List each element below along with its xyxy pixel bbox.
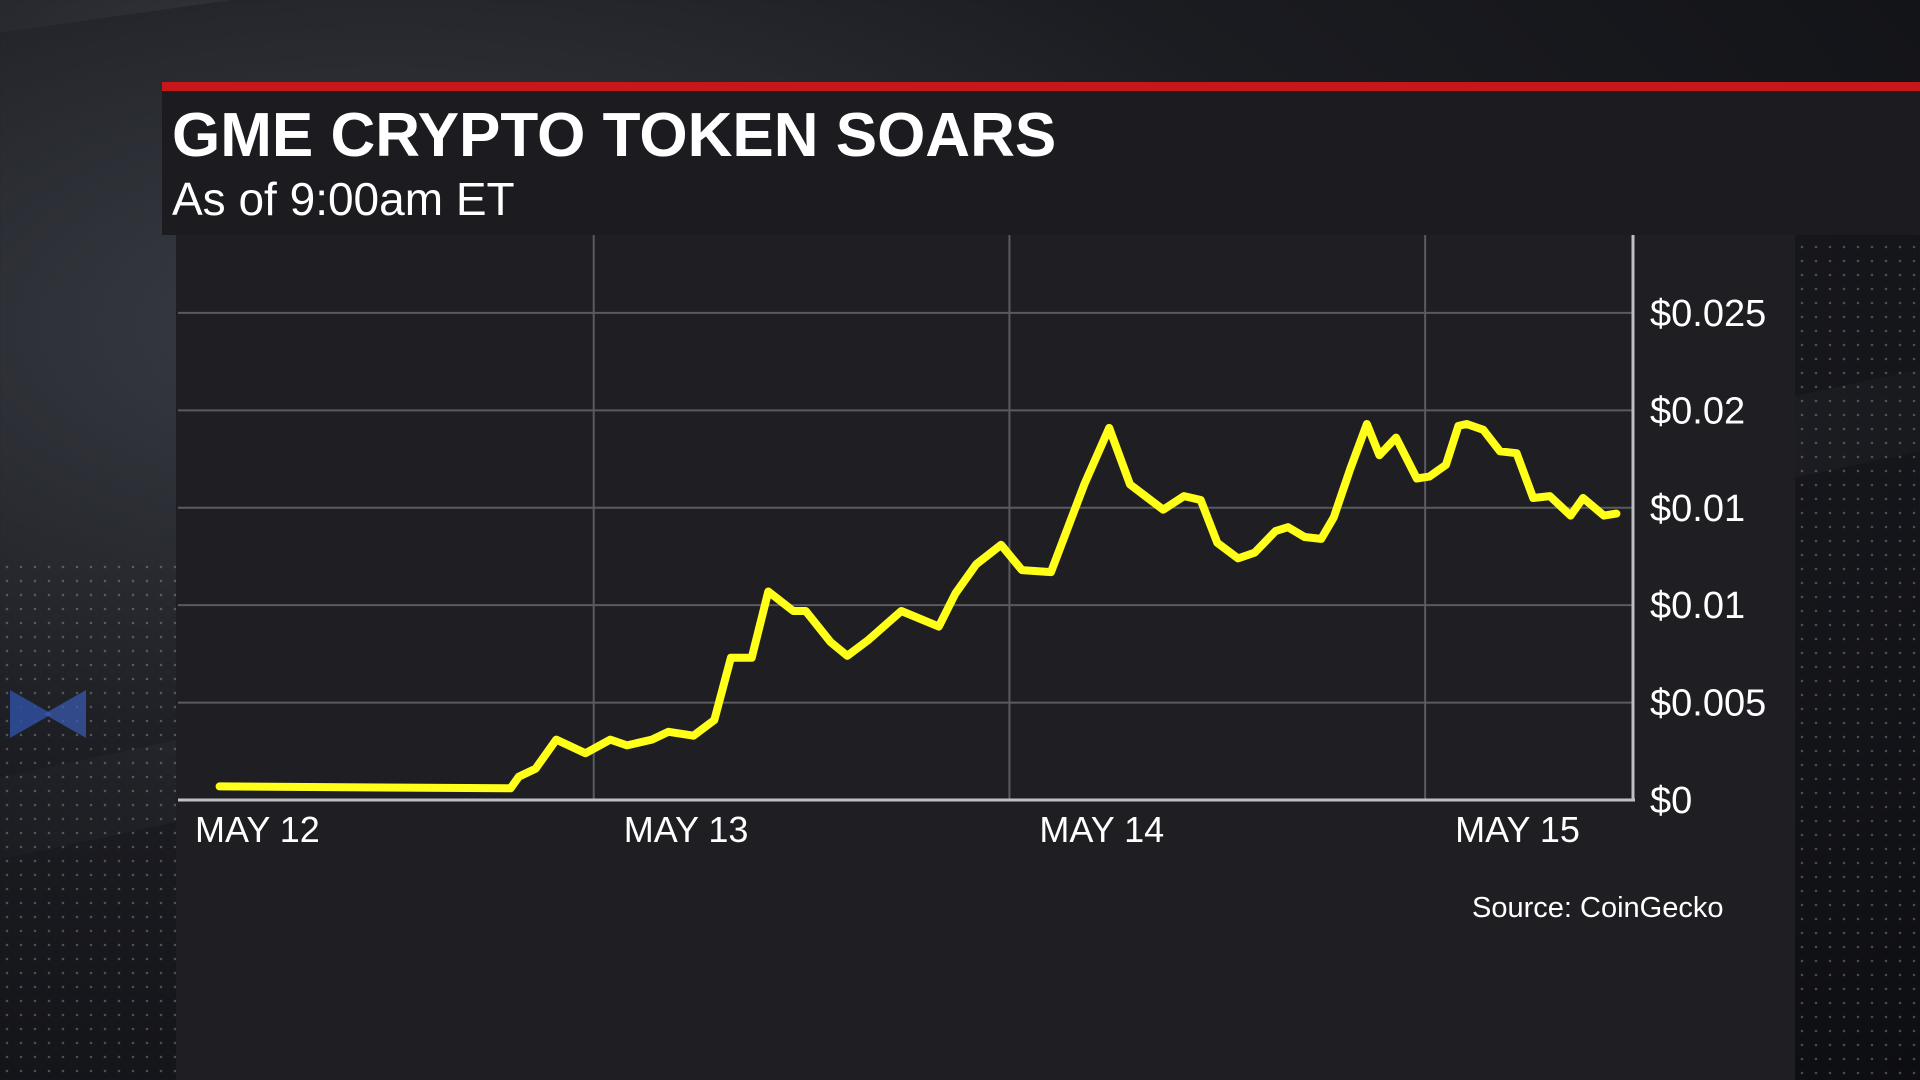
y-tick-label: $0.005 (1650, 683, 1766, 725)
chart-subtitle: As of 9:00am ET (172, 173, 515, 225)
y-tick-label: $0.01 (1650, 585, 1745, 627)
x-tick-label: MAY 13 (624, 809, 749, 850)
chart-header: GME CRYPTO TOKEN SOARS As of 9:00am ET (162, 82, 1920, 235)
y-tick-label: $0.025 (1650, 293, 1766, 335)
x-tick-label: MAY 15 (1455, 809, 1580, 850)
source-note: Source: CoinGecko (1472, 892, 1724, 924)
chart-panel (176, 235, 1795, 1080)
x-tick-label: MAY 14 (1039, 809, 1164, 850)
decorative-arrow-icon (44, 690, 86, 738)
background-dot-pattern (1795, 240, 1920, 1080)
y-tick-label: $0 (1650, 780, 1692, 822)
y-tick-label: $0.02 (1650, 390, 1745, 432)
accent-bar (162, 82, 1920, 91)
price-series-line (215, 420, 1621, 793)
background-dot-pattern (0, 560, 176, 1080)
x-tick-label: MAY 12 (195, 809, 320, 850)
y-tick-label: $0.01 (1650, 488, 1745, 530)
chart-title: GME CRYPTO TOKEN SOARS (172, 101, 1057, 170)
